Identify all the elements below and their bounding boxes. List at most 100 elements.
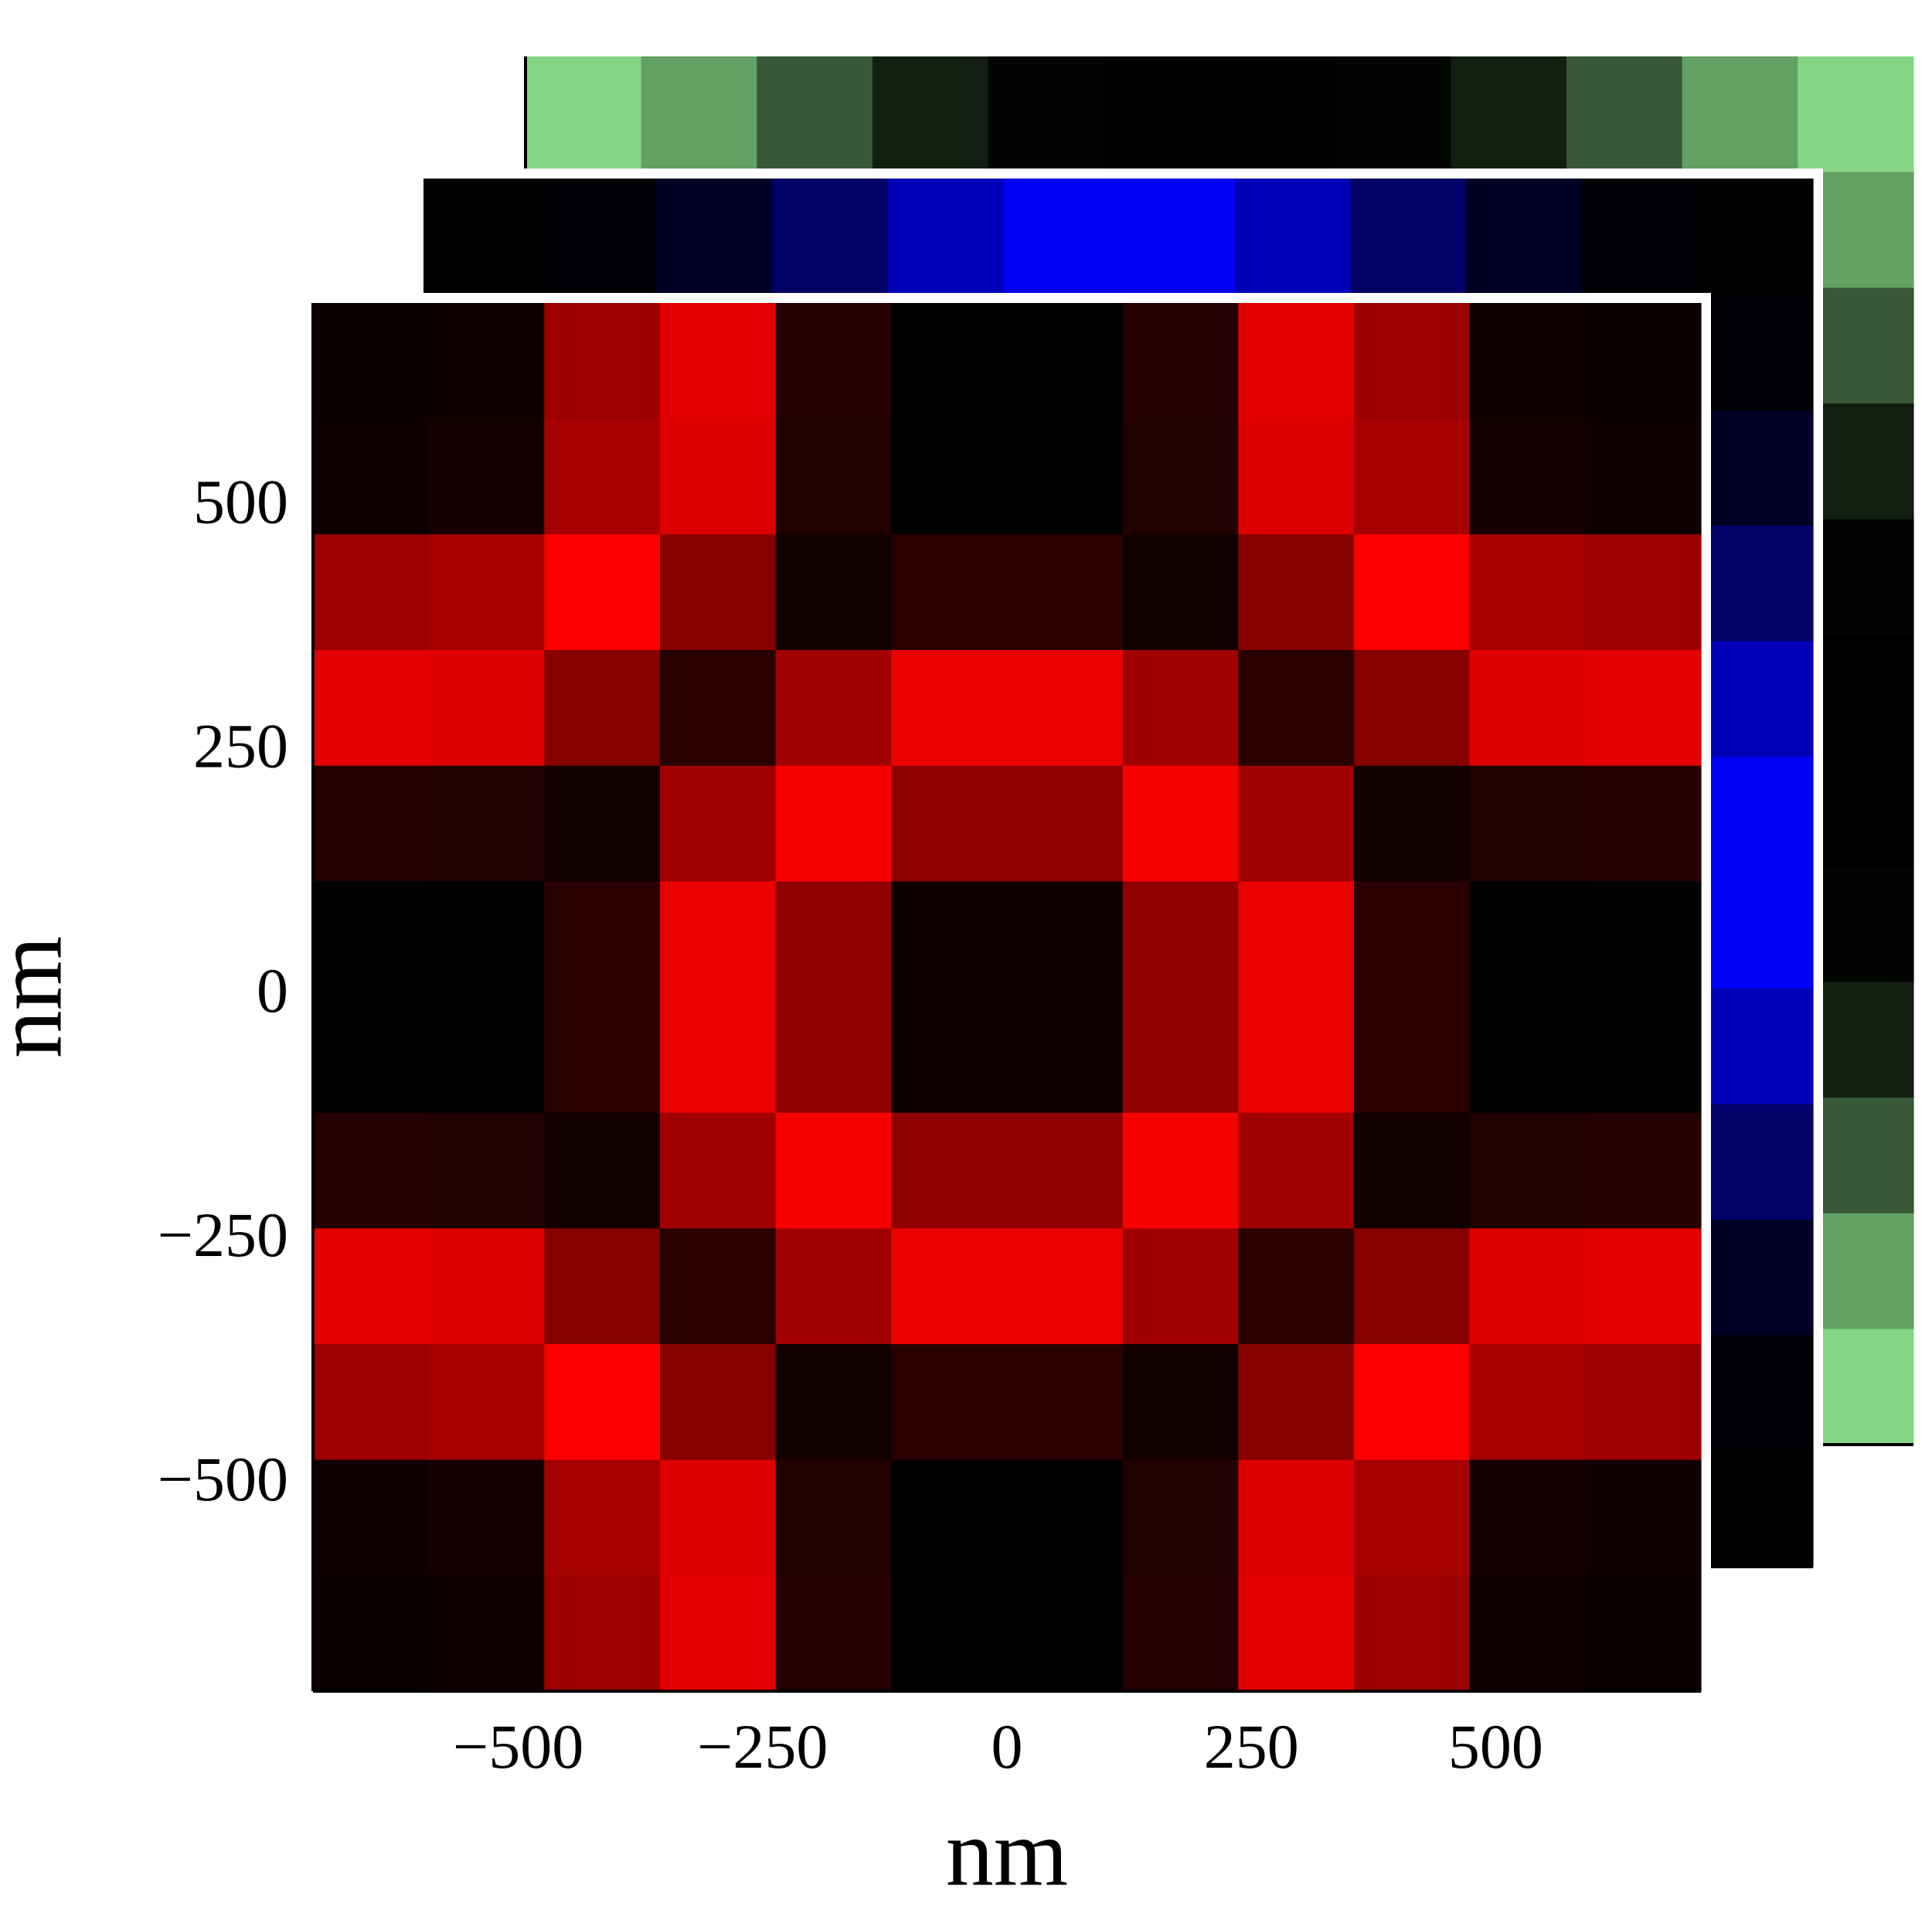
heatmap-cell	[1238, 418, 1355, 535]
heatmap-cell	[1007, 1459, 1124, 1576]
heatmap-stack	[310, 56, 1914, 1694]
heatmap-cell	[1122, 534, 1239, 651]
heatmap-cell	[1697, 1451, 1814, 1568]
heatmap-cell	[1354, 997, 1471, 1114]
heatmap-cell	[1469, 534, 1586, 651]
heatmap-cell	[891, 1228, 1008, 1345]
x-tick-label: 0	[992, 1711, 1023, 1782]
heatmap-cell	[660, 418, 777, 535]
heatmap-cell	[1585, 1459, 1702, 1576]
heatmap-cell	[891, 534, 1008, 651]
heatmap-cell	[887, 179, 1004, 295]
heatmap-cell	[1122, 1575, 1239, 1692]
heatmap-cell	[891, 881, 1008, 998]
heatmap-cell	[1697, 641, 1814, 757]
heatmap-cell	[313, 303, 430, 420]
heatmap-cell	[772, 179, 889, 295]
heatmap-cell	[1469, 1459, 1586, 1576]
heatmap-cell	[540, 179, 657, 295]
heatmap-cell	[1697, 526, 1814, 642]
heatmap-cell	[544, 1459, 661, 1576]
heatmap-layer	[310, 293, 1711, 1694]
heatmap-cell	[660, 650, 777, 767]
heatmap-cell	[891, 650, 1008, 767]
heatmap-cell	[544, 997, 661, 1114]
heatmap-cell	[425, 179, 542, 295]
heatmap-cell	[891, 765, 1008, 882]
heatmap-cell	[1122, 1344, 1239, 1461]
y-tick-label: −250	[158, 1200, 288, 1270]
heatmap-cell	[544, 303, 661, 420]
heatmap-cell	[1585, 1344, 1702, 1461]
heatmap-cell	[775, 1459, 892, 1576]
heatmap-cell	[1697, 873, 1814, 989]
heatmap-cell	[775, 997, 892, 1114]
heatmap-cell	[1469, 1228, 1586, 1345]
heatmap-cell	[544, 881, 661, 998]
heatmap-cell	[1697, 988, 1814, 1105]
heatmap-cell	[1585, 303, 1702, 420]
heatmap-cell	[428, 534, 545, 651]
heatmap-cell	[428, 1112, 545, 1229]
heatmap-cell	[1238, 1575, 1355, 1692]
x-tick-label: 250	[1204, 1711, 1299, 1782]
heatmap-cell	[660, 534, 777, 651]
heatmap-cell	[1585, 418, 1702, 535]
heatmap-cell	[1451, 56, 1567, 173]
heatmap-cell	[1354, 650, 1471, 767]
heatmap-cell	[1007, 303, 1124, 420]
heatmap-cell	[1585, 881, 1702, 998]
x-tick-label: 500	[1448, 1711, 1543, 1782]
heatmap-cell	[313, 881, 430, 998]
heatmap-cell	[428, 650, 545, 767]
x-axis-label: nm	[946, 1799, 1068, 1905]
heatmap-cell	[1469, 650, 1586, 767]
heatmap-cell	[313, 418, 430, 535]
heatmap-cell	[891, 1459, 1008, 1576]
heatmap-cell	[891, 1344, 1008, 1461]
heatmap-cell	[775, 881, 892, 998]
heatmap-cell	[1122, 765, 1239, 882]
heatmap-cell	[1585, 1228, 1702, 1345]
heatmap-cell	[891, 1575, 1008, 1692]
heatmap-cell	[641, 56, 757, 173]
heatmap-cell	[428, 1459, 545, 1576]
heatmap-cell	[775, 650, 892, 767]
heatmap-cell	[1697, 757, 1814, 873]
heatmap-cell	[1350, 179, 1467, 295]
heatmap-cell	[1469, 1575, 1586, 1692]
heatmap-cell	[1697, 410, 1814, 526]
heatmap-cell	[544, 1344, 661, 1461]
heatmap-cell	[313, 1344, 430, 1461]
heatmap-cell	[1122, 418, 1239, 535]
heatmap-cell	[1354, 418, 1471, 535]
heatmap-cell	[1335, 56, 1451, 173]
heatmap-cell	[1238, 650, 1355, 767]
heatmap-cell	[1354, 1459, 1471, 1576]
heatmap-cell	[1354, 303, 1471, 420]
heatmap-cell	[1119, 179, 1236, 295]
heatmap-cell	[428, 997, 545, 1114]
heatmap-cell	[313, 1228, 430, 1345]
heatmap-cell	[1585, 1575, 1702, 1692]
heatmap-cell	[1585, 650, 1702, 767]
heatmap-cell	[660, 1575, 777, 1692]
heatmap-cell	[1238, 1344, 1355, 1461]
heatmap-cell	[1466, 179, 1583, 295]
heatmap-cell	[313, 650, 430, 767]
heatmap-cell	[1697, 1335, 1814, 1452]
heatmap-cell	[1007, 765, 1124, 882]
heatmap-cell	[544, 1112, 661, 1229]
heatmap-cell	[1122, 650, 1239, 767]
y-tick-label: 500	[193, 466, 288, 536]
heatmap-cell	[428, 303, 545, 420]
heatmap-cell	[1122, 1228, 1239, 1345]
heatmap-cell	[313, 534, 430, 651]
heatmap-cell	[1469, 997, 1586, 1114]
heatmap-cell	[1219, 56, 1336, 173]
heatmap-cell	[1122, 997, 1239, 1114]
heatmap-cell	[660, 303, 777, 420]
heatmap-cell	[1007, 1228, 1124, 1345]
heatmap-cell	[656, 179, 773, 295]
heatmap-cell	[428, 1344, 545, 1461]
